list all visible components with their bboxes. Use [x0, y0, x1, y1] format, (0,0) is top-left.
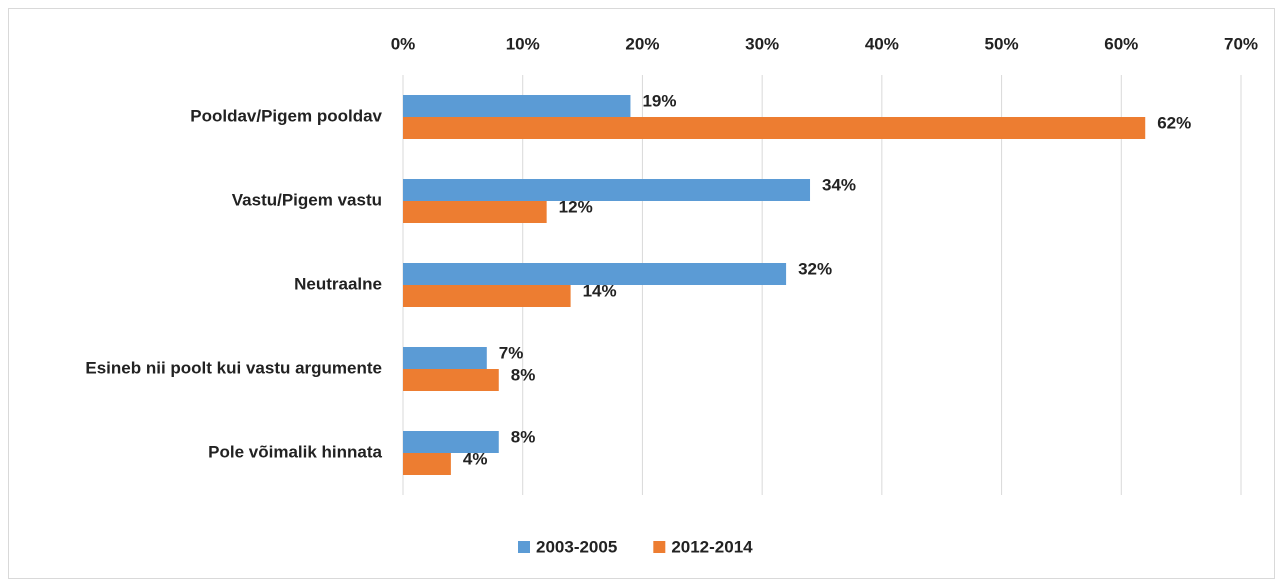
data-label: 8%: [511, 365, 536, 384]
bar: [403, 285, 571, 307]
y-tick-label: Pooldav/Pigem pooldav: [190, 106, 382, 125]
legend-swatch: [653, 541, 666, 553]
bar: [403, 431, 499, 453]
bar: [403, 347, 487, 369]
legend-label: 2012-2014: [671, 537, 753, 556]
data-label: 8%: [511, 427, 536, 446]
y-tick-label: Neutraalne: [294, 274, 382, 293]
x-tick-label: 10%: [506, 34, 540, 53]
y-tick-label: Pole võimalik hinnata: [208, 442, 382, 461]
data-label: 62%: [1157, 113, 1191, 132]
y-tick-label: Vastu/Pigem vastu: [232, 190, 382, 209]
bar: [403, 263, 787, 285]
x-tick-label: 30%: [745, 34, 779, 53]
data-label: 19%: [642, 91, 676, 110]
x-tick-label: 20%: [625, 34, 659, 53]
legend-label: 2003-2005: [536, 537, 617, 556]
y-tick-label: Esineb nii poolt kui vastu argumente: [85, 358, 382, 377]
chart-frame: [8, 8, 1275, 579]
x-tick-label: 60%: [1104, 34, 1138, 53]
x-tick-label: 0%: [391, 34, 416, 53]
data-label: 4%: [463, 449, 488, 468]
data-label: 32%: [798, 259, 832, 278]
x-tick-label: 70%: [1224, 34, 1258, 53]
bar: [403, 369, 499, 391]
x-tick-label: 50%: [985, 34, 1019, 53]
data-label: 14%: [583, 281, 617, 300]
data-label: 12%: [559, 197, 593, 216]
data-label: 34%: [822, 175, 856, 194]
bar: [403, 179, 811, 201]
data-label: 7%: [499, 343, 524, 362]
x-tick-label: 40%: [865, 34, 899, 53]
bar: [403, 453, 451, 475]
bar: [403, 201, 547, 223]
legend-swatch: [518, 541, 530, 553]
bar: [403, 95, 631, 117]
bar: [403, 117, 1146, 139]
